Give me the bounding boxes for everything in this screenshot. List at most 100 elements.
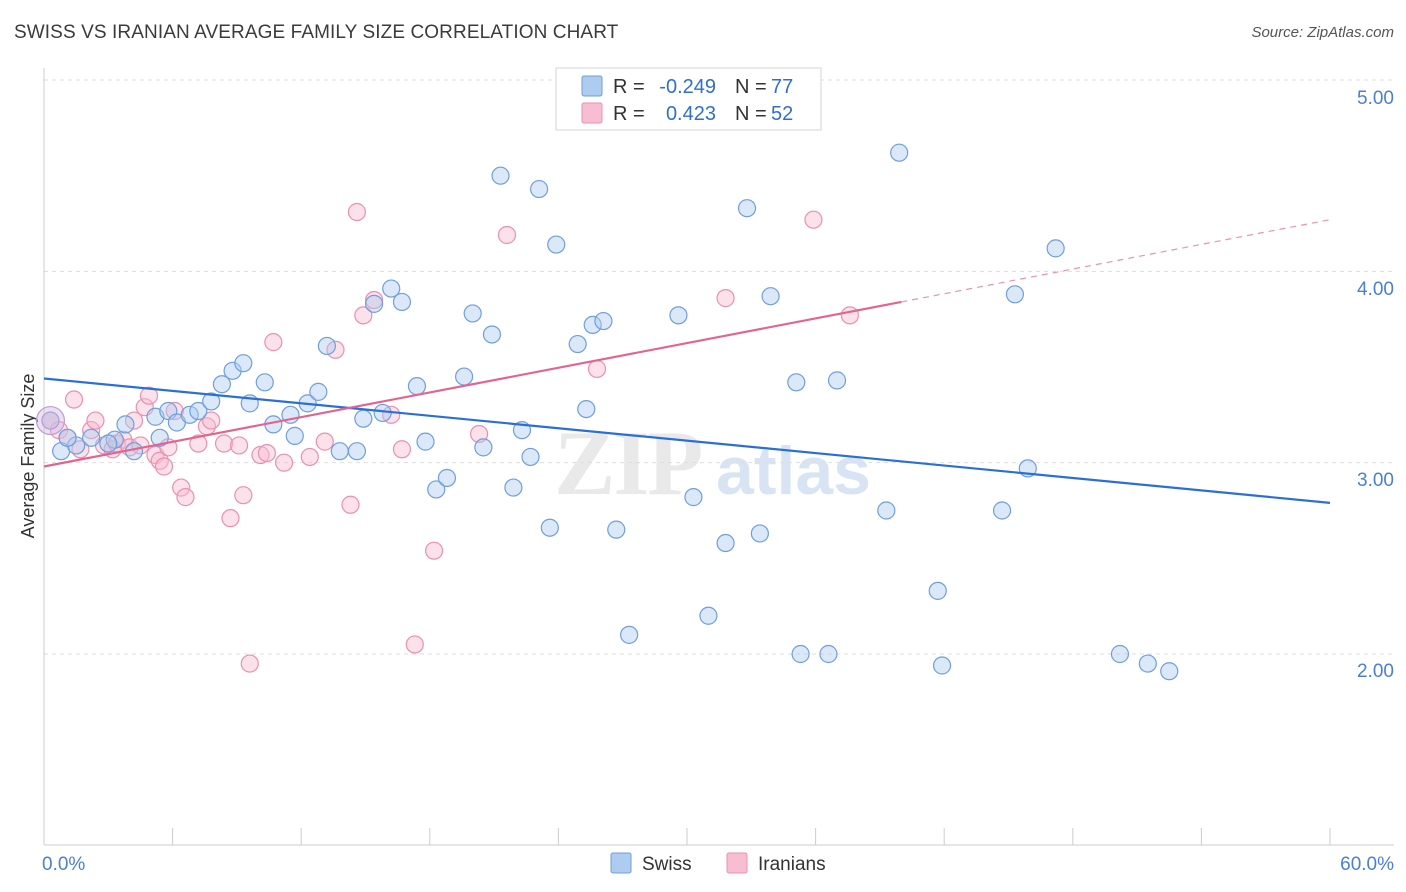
swiss-point bbox=[317, 336, 337, 356]
swiss-point bbox=[364, 294, 384, 313]
swiss-point bbox=[255, 373, 274, 392]
legend-n-value-swiss: 77 bbox=[771, 76, 793, 98]
swiss-point bbox=[454, 367, 474, 386]
swiss-trend-line bbox=[43, 377, 1331, 504]
swiss-point bbox=[212, 375, 231, 394]
legend-n-label: N = bbox=[735, 76, 767, 98]
swiss-point bbox=[787, 373, 806, 392]
swiss-point bbox=[416, 432, 435, 451]
iranians-points bbox=[41, 202, 859, 673]
x-axis-ticks bbox=[43, 828, 1331, 845]
swiss-point bbox=[189, 401, 208, 421]
iranians-point bbox=[469, 424, 489, 444]
iranians-point bbox=[804, 210, 823, 229]
bottom-legend-label-swiss: Swiss bbox=[642, 854, 692, 875]
swiss-point bbox=[890, 143, 909, 162]
swiss-point bbox=[568, 334, 587, 354]
swiss-point bbox=[761, 287, 780, 306]
iranians-point bbox=[392, 440, 412, 459]
swiss-point bbox=[180, 405, 199, 424]
swiss-point bbox=[41, 411, 60, 430]
swiss-point bbox=[491, 166, 510, 185]
source-credit: Source: ZipAtlas.com bbox=[1251, 24, 1394, 41]
swiss-point bbox=[607, 520, 626, 539]
iranians-point bbox=[139, 386, 159, 405]
iranians-point bbox=[497, 225, 517, 245]
legend-n-value-iranians: 52 bbox=[771, 103, 793, 125]
iranians-point bbox=[234, 486, 253, 505]
legend-swatch-iranians bbox=[581, 102, 603, 124]
swiss-point bbox=[482, 325, 502, 344]
legend-r-label: R = bbox=[613, 103, 645, 125]
iranians-point bbox=[214, 434, 234, 453]
swiss-point bbox=[1138, 654, 1157, 673]
y-tick-label: 2.00 bbox=[1357, 661, 1394, 682]
iranians-point bbox=[124, 411, 144, 430]
swiss-point bbox=[791, 644, 810, 664]
iranians-trend-extension bbox=[901, 219, 1331, 303]
x-tick-label-min: 0.0% bbox=[42, 854, 85, 875]
correlation-legend: R = -0.249 N = 77 R = 0.423 N = 52 bbox=[555, 67, 822, 131]
swiss-point bbox=[347, 442, 367, 461]
iranians-point bbox=[221, 509, 240, 528]
iranians-point bbox=[86, 411, 105, 430]
swiss-point bbox=[382, 279, 401, 298]
iranians-point bbox=[264, 333, 283, 352]
swiss-point bbox=[992, 501, 1012, 520]
swiss-point bbox=[932, 656, 952, 675]
swiss-point bbox=[716, 533, 735, 553]
swiss-point bbox=[540, 518, 559, 537]
swiss-point bbox=[116, 415, 135, 434]
bottom-legend-swatch-swiss bbox=[610, 852, 632, 874]
watermark-atlas: atlas bbox=[716, 433, 871, 509]
swiss-point bbox=[427, 480, 446, 499]
iranians-point bbox=[172, 478, 191, 497]
iranians-point bbox=[587, 359, 607, 379]
legend-swatch-swiss bbox=[581, 75, 603, 97]
iranians-point bbox=[257, 444, 277, 463]
swiss-point bbox=[1046, 239, 1065, 258]
y-tick-labels: 5.00 4.00 3.00 2.00 bbox=[1357, 88, 1394, 682]
iranians-point bbox=[341, 495, 360, 514]
swiss-point bbox=[58, 428, 77, 447]
iranians-point bbox=[202, 411, 221, 430]
swiss-point bbox=[583, 315, 602, 335]
swiss-point bbox=[699, 606, 718, 625]
iranians-point bbox=[176, 488, 195, 507]
legend-r-label: R = bbox=[613, 76, 645, 98]
iranians-trend-line bbox=[43, 300, 902, 468]
iranians-point bbox=[154, 457, 174, 476]
swiss-point bbox=[285, 426, 304, 445]
iranians-point bbox=[347, 202, 367, 222]
legend-r-value-iranians: 0.423 bbox=[666, 103, 716, 125]
swiss-point bbox=[620, 625, 639, 644]
iranians-point bbox=[300, 447, 319, 467]
swiss-point bbox=[437, 468, 457, 488]
iranians-point bbox=[315, 432, 334, 451]
y-tick-label: 5.00 bbox=[1357, 88, 1394, 109]
swiss-point bbox=[463, 304, 482, 323]
iranians-point bbox=[64, 390, 84, 409]
cluster-point bbox=[35, 405, 66, 436]
iranians-point bbox=[840, 306, 859, 325]
swiss-point bbox=[354, 409, 373, 428]
swiss-point bbox=[330, 442, 349, 461]
swiss-point bbox=[474, 438, 493, 457]
x-tick-label-max: 60.0% bbox=[1340, 854, 1394, 875]
swiss-point bbox=[530, 179, 549, 199]
y-tick-label: 3.00 bbox=[1357, 470, 1394, 491]
iranians-point bbox=[354, 306, 373, 325]
iranians-point bbox=[716, 289, 735, 308]
swiss-point bbox=[521, 447, 540, 467]
swiss-point bbox=[150, 428, 169, 447]
y-axis-label: Average Family Size bbox=[18, 374, 38, 539]
series-legend: Swiss Iranians bbox=[610, 852, 826, 875]
swiss-point bbox=[1110, 644, 1130, 664]
swiss-point bbox=[504, 478, 523, 497]
iranians-point bbox=[274, 453, 294, 472]
swiss-point bbox=[594, 311, 613, 331]
swiss-point bbox=[407, 377, 427, 396]
bottom-legend-label-iranians: Iranians bbox=[758, 854, 826, 875]
swiss-point bbox=[737, 199, 757, 218]
